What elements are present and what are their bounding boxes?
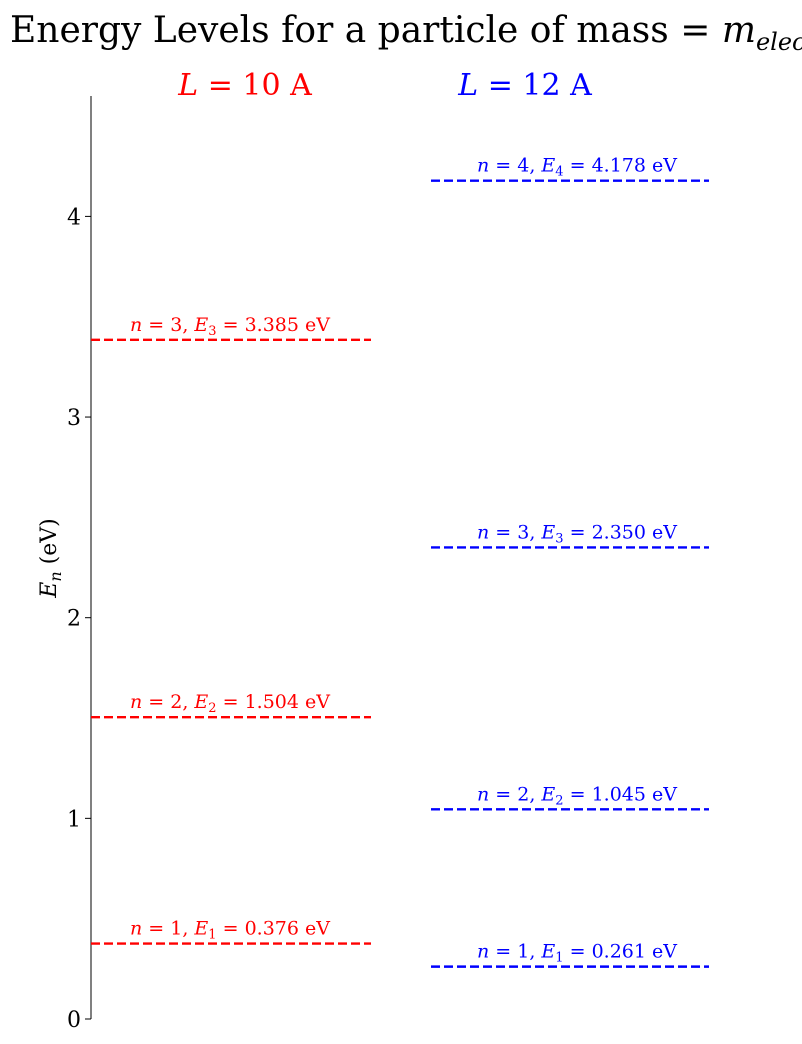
y-axis-label: En (eV)	[37, 518, 65, 598]
level-group-1: L = 10 A n = 1, E1 = 0.376 eV n = 2, E2 = …	[91, 68, 371, 945]
y-axis: 0 1 2 3 4 En (eV)	[37, 96, 92, 1033]
y-tick-label: 3	[67, 406, 81, 431]
column-title: L = 12 A	[457, 68, 592, 103]
energy-level-label: n = 1, E1 = 0.261 eV	[477, 941, 677, 966]
y-tick-label: 0	[67, 1008, 81, 1033]
energy-level-label: n = 2, E2 = 1.045 eV	[477, 783, 677, 808]
chart-title: Energy Levels for a particle of mass = m…	[10, 10, 802, 56]
y-tick-label: 4	[67, 205, 81, 230]
energy-level-label: n = 4, E4 = 4.178 eV	[477, 155, 677, 180]
y-tick-label: 1	[67, 807, 81, 832]
energy-level-label: n = 2, E2 = 1.504 eV	[130, 691, 330, 716]
column-title: L = 10 A	[177, 68, 312, 103]
energy-level-label: n = 3, E3 = 3.385 eV	[130, 314, 330, 339]
energy-level-label: n = 3, E3 = 2.350 eV	[477, 521, 677, 546]
energy-levels: L = 10 A n = 1, E1 = 0.376 eV n = 2, E2 = …	[91, 68, 709, 968]
energy-level-label: n = 1, E1 = 0.376 eV	[130, 918, 330, 943]
y-tick-label: 2	[67, 607, 81, 632]
chart-title-text: Energy Levels for a particle of mass =	[10, 10, 722, 51]
level-group-2: L = 12 A n = 1, E1 = 0.261 eV n = 2, E2 = …	[431, 68, 709, 968]
chart-title-subscript: electron	[756, 28, 802, 56]
chart-title-symbol: m	[722, 10, 756, 51]
